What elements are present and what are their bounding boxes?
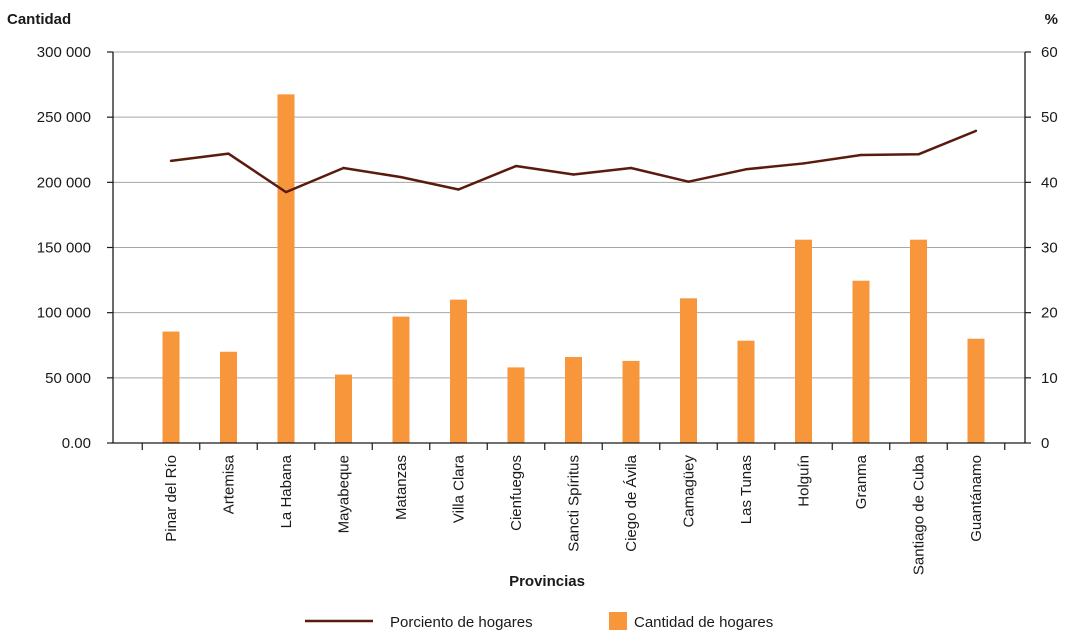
legend-label-line: Porciento de hogares bbox=[390, 614, 533, 631]
line-point bbox=[687, 180, 690, 183]
bar bbox=[392, 316, 410, 443]
bar bbox=[795, 239, 812, 443]
right-tick-label: 30 bbox=[1041, 240, 1058, 257]
line-point bbox=[227, 152, 230, 155]
line-point bbox=[802, 162, 805, 165]
legend: Porciento de hogares Cantidad de hogares bbox=[305, 612, 773, 631]
bar bbox=[220, 351, 237, 443]
line-point bbox=[572, 173, 575, 176]
left-tick-label: 150 000 bbox=[37, 240, 91, 257]
line-point bbox=[629, 166, 633, 170]
left-tick-label: 100 000 bbox=[37, 305, 91, 322]
bar bbox=[852, 280, 870, 443]
legend-label-bar: Cantidad de hogares bbox=[634, 614, 773, 631]
bar bbox=[450, 299, 467, 443]
right-tick-label: 10 bbox=[1041, 370, 1058, 387]
x-tick-label: Holguín bbox=[796, 455, 813, 507]
left-y-ticks: 0.00 50 000 100 000 150 000 200 000 250 000 30… bbox=[37, 44, 113, 452]
bar bbox=[680, 298, 697, 443]
x-tick-label: Pinar del Río bbox=[163, 455, 180, 542]
x-tick-label: Mayabeque bbox=[336, 455, 353, 533]
line-point bbox=[284, 190, 288, 194]
x-tick-label: La Habana bbox=[278, 454, 295, 528]
left-axis-title: Cantidad bbox=[7, 11, 71, 28]
line-point bbox=[169, 159, 173, 163]
line-point bbox=[514, 164, 518, 168]
line-point bbox=[744, 168, 748, 171]
x-tick-label: Las Tunas bbox=[738, 455, 755, 524]
line-point bbox=[917, 153, 920, 156]
bar bbox=[622, 360, 640, 443]
right-axis-title: % bbox=[1045, 11, 1058, 28]
left-tick-label: 250 000 bbox=[37, 109, 91, 126]
right-tick-label: 0 bbox=[1041, 435, 1049, 452]
line-point bbox=[859, 153, 863, 157]
x-axis-title: Provincias bbox=[509, 573, 585, 590]
line-point bbox=[399, 175, 403, 179]
legend-bar-swatch bbox=[609, 612, 627, 630]
line-series bbox=[169, 129, 978, 194]
right-tick-label: 20 bbox=[1041, 305, 1058, 322]
x-tick-label: Guantánamo bbox=[968, 455, 985, 542]
left-tick-label: 300 000 bbox=[37, 44, 91, 61]
bar bbox=[162, 331, 180, 443]
x-tick-label: Granma bbox=[853, 454, 870, 509]
left-tick-label: 200 000 bbox=[37, 174, 91, 191]
right-y-ticks: 0 10 20 30 40 50 60 bbox=[1025, 44, 1058, 452]
x-tick-label: Cienfuegos bbox=[508, 455, 525, 531]
bar bbox=[507, 367, 525, 443]
x-tick-label: Ciego de Ávila bbox=[623, 454, 640, 551]
bar bbox=[335, 374, 352, 443]
bar-series bbox=[162, 94, 985, 443]
line-point bbox=[342, 166, 345, 170]
line-point bbox=[457, 188, 460, 191]
x-tick-label: Villa Clara bbox=[451, 454, 468, 523]
bar bbox=[910, 239, 927, 443]
x-tick-label: Camagüey bbox=[681, 455, 698, 528]
right-tick-label: 60 bbox=[1041, 44, 1058, 61]
right-tick-label: 40 bbox=[1041, 174, 1058, 191]
x-tick-label: Santiago de Cuba bbox=[911, 454, 928, 575]
x-tick-label: Matanzas bbox=[393, 455, 410, 520]
x-tick-label: Sancti Spíritus bbox=[566, 455, 583, 552]
right-tick-label: 50 bbox=[1041, 109, 1058, 126]
left-tick-label: 50 000 bbox=[45, 370, 91, 387]
bar bbox=[565, 356, 582, 443]
x-tick-label: Artemisa bbox=[221, 454, 238, 514]
bar bbox=[277, 94, 295, 443]
bar bbox=[737, 340, 755, 443]
x-tick-labels: Pinar del Río Artemisa La Habana Mayabeque M… bbox=[163, 454, 985, 575]
bar bbox=[967, 338, 985, 443]
gridlines bbox=[113, 51, 1025, 379]
line-point bbox=[974, 129, 978, 133]
left-tick-label: 0.00 bbox=[62, 435, 91, 452]
